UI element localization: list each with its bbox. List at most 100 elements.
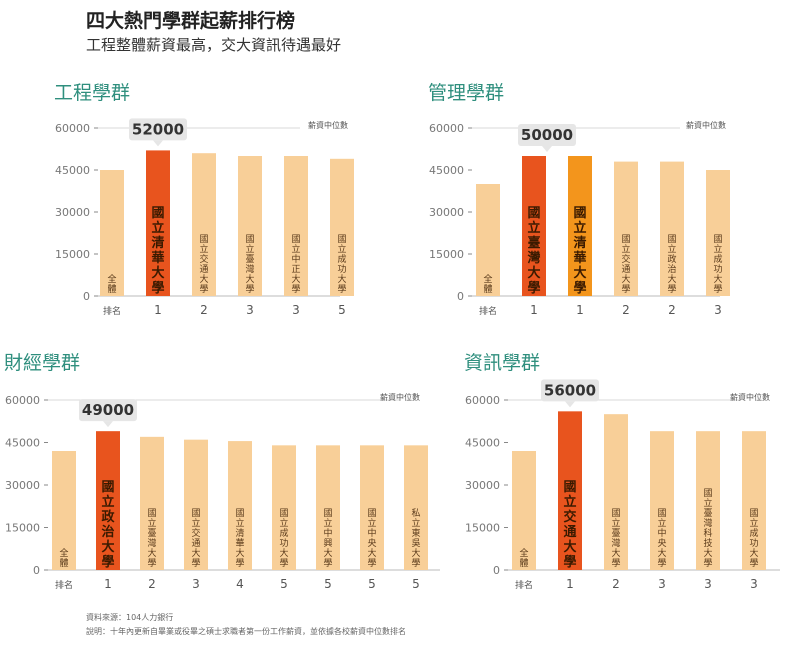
rank-label: 3 [192,577,200,591]
rank-label: 1 [154,303,162,317]
bar [330,158,354,296]
category-label: 國立中央大學 [367,508,376,569]
bar [476,184,500,296]
category-label: 全體 [107,273,116,295]
category-label: 國立中正大學 [291,234,300,295]
bar [140,436,164,570]
chart-panel-finance: 財經學群 薪資中位數 0 15000 30000 45000 60000 全體 國立政治大學 1… [0,348,445,596]
category-label: 國立成功大學 [713,234,722,295]
y-tick-label: 45000 [429,164,464,177]
chart-panel-it: 資訊學群 薪資中位數 0 15000 30000 45000 60000 全體 國立交通大學 1… [460,348,790,596]
rank-label: 2 [622,303,630,317]
y-tick-label: 60000 [55,122,90,135]
rank-header: 排名 [515,579,533,591]
category-label: 國立中興大學 [323,508,332,569]
y-tick-label: 30000 [5,479,40,492]
rank-label: 3 [750,577,758,591]
rank-label: 1 [530,303,538,317]
callout-pointer [153,140,163,147]
legend-label: 薪資中位數 [308,120,348,130]
callout-pointer [542,146,552,152]
rank-label: 2 [148,577,156,591]
bar-chart-management: 薪資中位數 0 15000 30000 45000 60000 全體 國立臺灣大學 1 國立清華大… [429,120,730,317]
rank-label: 5 [412,577,420,591]
bar [272,445,296,570]
rank-label: 3 [704,577,712,591]
bar [558,411,582,570]
category-label: 國立成功大學 [749,508,758,569]
callout-bubble [129,118,187,141]
rank-label: 5 [324,577,332,591]
rank-label: 5 [338,303,346,317]
rank-header: 排名 [55,579,73,591]
rank-header: 排名 [103,305,121,317]
bar [52,451,76,570]
callout-bubble [79,399,137,422]
category-label: 國立交通大學 [191,508,200,569]
bar [742,431,766,570]
panel-title: 資訊學群 [464,352,541,374]
bar [192,153,216,296]
category-label: 國立臺灣大學 [245,234,254,295]
y-tick-label: 60000 [5,394,40,407]
bar [146,150,170,296]
rank-label: 5 [280,577,288,591]
category-label: 國立交通大學 [621,234,630,295]
bar [706,170,730,296]
page-title: 四大熱門學群起薪排行榜 [86,10,296,32]
y-tick-label: 60000 [465,394,500,407]
y-tick-label: 15000 [429,248,464,261]
legend-label: 薪資中位數 [686,120,726,130]
rank-header: 排名 [479,305,497,317]
bar [660,161,684,296]
category-label: 國立交通大學 [199,234,208,295]
rank-label: 3 [714,303,722,317]
category-label: 國立臺灣大學 [527,206,540,296]
category-label: 國立交通大學 [563,480,576,570]
callout-bubble [518,124,576,146]
callout-value: 56000 [544,381,596,399]
y-tick-label: 30000 [429,206,464,219]
category-label: 國立政治大學 [101,480,115,570]
bar [96,431,120,570]
rank-label: 5 [368,577,376,591]
bar-chart-engineering: 薪資中位數 0 15000 30000 45000 60000 全體 國立清華大學 1 國立交通大… [55,118,354,317]
chart-panel-management: 管理學群 薪資中位數 0 15000 30000 45000 60000 全體 國立臺灣大學 1… [420,78,770,330]
bar-chart-finance: 薪資中位數 0 15000 30000 45000 60000 全體 國立政治大學 1 國立臺灣大… [5,392,440,591]
rank-label: 1 [566,577,574,591]
category-label: 國立清華大學 [573,206,586,296]
footer-note: 說明：十年內更新自畢業或役畢之碩士求職者第一份工作薪資，並依據各校薪資中位數排名 [86,627,406,636]
bar [522,156,546,296]
category-label: 國立中央大學 [657,508,666,569]
y-tick-label: 30000 [465,479,500,492]
callout-pointer [565,401,575,408]
bar [512,451,536,570]
callout-pointer [103,421,113,428]
rank-label: 1 [104,577,112,591]
bar-chart-it: 薪資中位數 0 15000 30000 45000 60000 全體 國立交通大學 1 國立臺灣大… [465,379,780,591]
category-label: 國立清華大學 [151,206,164,296]
legend-label: 薪資中位數 [730,392,770,402]
bar [100,170,124,296]
category-label: 國立成功大學 [337,234,346,295]
y-tick-label: 45000 [5,437,40,450]
bar [614,161,638,296]
rank-label: 2 [668,303,676,317]
bar [316,445,340,570]
bar [696,431,720,570]
y-tick-label: 15000 [5,522,40,535]
bar [604,414,628,570]
panel-title: 管理學群 [428,82,505,104]
y-tick-label: 0 [493,564,500,577]
category-label: 國立清華大學 [235,508,244,569]
category-label: 國立臺灣大學 [147,508,156,569]
callout-bubble [541,379,599,402]
rank-label: 2 [612,577,620,591]
rank-label: 3 [658,577,666,591]
chart-panel-engineering: 工程學群 薪資中位數 0 15000 30000 45000 60000 全體 國立清華大學 1… [40,78,390,330]
rank-label: 2 [200,303,208,317]
bar [228,441,252,570]
bar [650,431,674,570]
y-tick-label: 45000 [55,164,90,177]
category-label: 國立臺灣大學 [611,508,620,569]
